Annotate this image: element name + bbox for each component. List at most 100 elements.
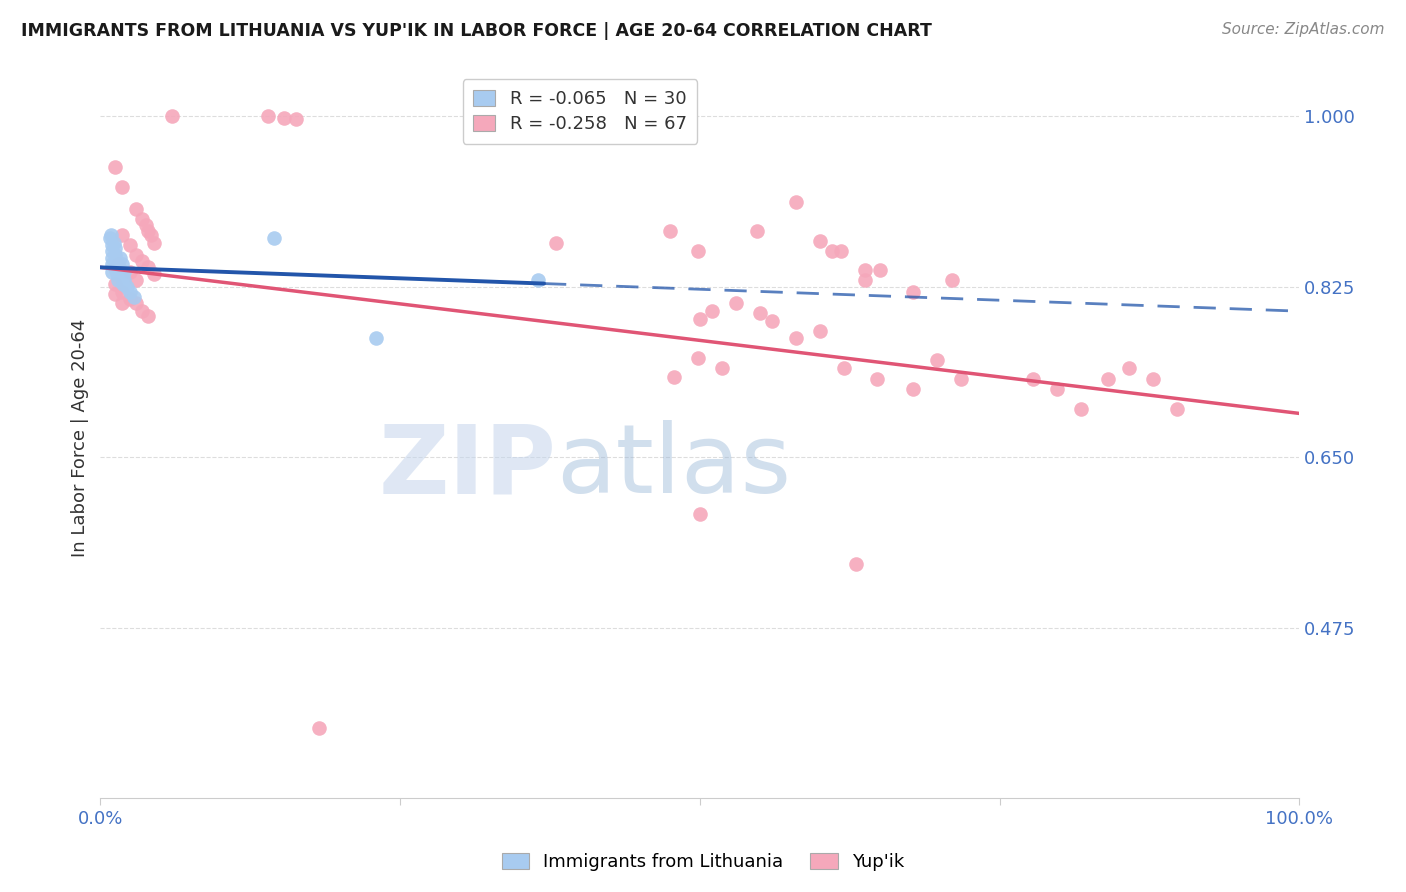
Point <box>120 238 142 252</box>
Point <box>686 351 709 365</box>
Y-axis label: In Labor Force | Age 20-64: In Labor Force | Age 20-64 <box>72 318 89 557</box>
Point <box>101 251 124 265</box>
Point <box>111 296 134 310</box>
Point <box>105 267 128 281</box>
Point <box>104 286 127 301</box>
Point <box>845 558 868 572</box>
Point <box>101 265 124 279</box>
Point <box>700 304 723 318</box>
Point <box>120 293 142 307</box>
Point <box>1166 401 1188 416</box>
Point <box>143 267 166 281</box>
Point <box>903 382 925 396</box>
Point <box>111 270 134 285</box>
Text: IMMIGRANTS FROM LITHUANIA VS YUP'IK IN LABOR FORCE | AGE 20-64 CORRELATION CHART: IMMIGRANTS FROM LITHUANIA VS YUP'IK IN L… <box>21 22 932 40</box>
Point <box>104 277 127 291</box>
Point <box>866 372 889 386</box>
Point <box>662 370 685 384</box>
Point <box>111 285 134 299</box>
Point <box>903 285 925 299</box>
Point <box>104 241 127 255</box>
Point <box>125 296 148 310</box>
Point <box>111 228 134 243</box>
Point <box>689 507 711 521</box>
Point <box>941 273 963 287</box>
Point <box>808 324 831 338</box>
Point <box>832 360 855 375</box>
Point <box>689 312 711 326</box>
Point <box>131 211 153 226</box>
Point <box>527 273 550 287</box>
Point <box>162 109 184 123</box>
Point <box>808 234 831 248</box>
Point <box>136 224 159 238</box>
Point <box>1070 401 1092 416</box>
Point <box>112 277 135 291</box>
Point <box>107 273 129 287</box>
Point <box>101 238 124 252</box>
Point <box>855 263 877 277</box>
Point <box>135 219 157 233</box>
Point <box>143 235 166 250</box>
Point <box>136 309 159 323</box>
Point <box>724 296 747 310</box>
Point <box>111 257 134 271</box>
Point <box>98 231 121 245</box>
Point <box>104 253 127 268</box>
Legend: Immigrants from Lithuania, Yup'ik: Immigrants from Lithuania, Yup'ik <box>495 846 911 879</box>
Point <box>131 253 153 268</box>
Point <box>1046 382 1069 396</box>
Point <box>101 257 124 271</box>
Point <box>120 285 142 299</box>
Text: ZIP: ZIP <box>378 420 555 513</box>
Point <box>101 244 124 258</box>
Point <box>658 224 681 238</box>
Point <box>125 248 148 262</box>
Point <box>103 235 125 250</box>
Point <box>1142 372 1164 386</box>
Point <box>544 235 567 250</box>
Point <box>122 289 145 303</box>
Point <box>686 244 709 258</box>
Text: atlas: atlas <box>555 420 792 513</box>
Point <box>1118 360 1140 375</box>
Point <box>710 360 733 375</box>
Point <box>125 273 148 287</box>
Point <box>139 228 162 243</box>
Point <box>110 263 132 277</box>
Point <box>821 244 844 258</box>
Point <box>747 224 769 238</box>
Point <box>112 265 135 279</box>
Point <box>284 112 307 127</box>
Point <box>257 109 280 123</box>
Point <box>105 255 128 269</box>
Point <box>785 195 807 210</box>
Point <box>115 280 138 294</box>
Point <box>785 331 807 345</box>
Text: Source: ZipAtlas.com: Source: ZipAtlas.com <box>1222 22 1385 37</box>
Point <box>125 202 148 216</box>
Point <box>855 273 877 287</box>
Point <box>111 179 134 194</box>
Point <box>263 231 285 245</box>
Legend: R = -0.065   N = 30, R = -0.258   N = 67: R = -0.065 N = 30, R = -0.258 N = 67 <box>463 79 697 144</box>
Point <box>107 265 129 279</box>
Point <box>308 721 330 735</box>
Point <box>136 260 159 275</box>
Point <box>104 160 127 174</box>
Point <box>761 314 783 328</box>
Point <box>950 372 973 386</box>
Point <box>108 251 131 265</box>
Point <box>1097 372 1119 386</box>
Point <box>104 248 127 262</box>
Point <box>100 228 122 243</box>
Point <box>869 263 891 277</box>
Point <box>131 304 153 318</box>
Point <box>748 306 770 320</box>
Point <box>273 112 295 126</box>
Point <box>112 273 135 287</box>
Point <box>830 244 852 258</box>
Point <box>107 257 129 271</box>
Point <box>120 265 142 279</box>
Point <box>366 331 388 345</box>
